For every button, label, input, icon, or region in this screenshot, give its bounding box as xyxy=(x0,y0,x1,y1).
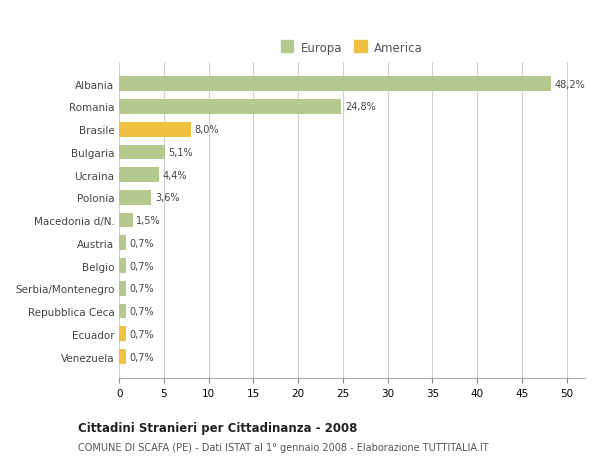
Text: 8,0%: 8,0% xyxy=(194,125,219,135)
Text: 0,7%: 0,7% xyxy=(129,306,154,316)
Text: Cittadini Stranieri per Cittadinanza - 2008: Cittadini Stranieri per Cittadinanza - 2… xyxy=(78,421,358,434)
Bar xyxy=(119,100,341,115)
Bar xyxy=(119,123,191,137)
Bar xyxy=(119,77,551,92)
Bar xyxy=(119,168,158,183)
Text: 5,1%: 5,1% xyxy=(169,148,193,157)
Bar xyxy=(119,349,125,364)
Bar xyxy=(119,304,125,319)
Text: 4,4%: 4,4% xyxy=(162,170,187,180)
Text: 0,7%: 0,7% xyxy=(129,352,154,362)
Text: 24,8%: 24,8% xyxy=(345,102,376,112)
Bar xyxy=(119,258,125,274)
Bar xyxy=(119,145,165,160)
Text: 48,2%: 48,2% xyxy=(554,79,585,90)
Bar xyxy=(119,281,125,296)
Text: 0,7%: 0,7% xyxy=(129,329,154,339)
Bar xyxy=(119,190,151,205)
Text: 3,6%: 3,6% xyxy=(155,193,179,203)
Legend: Europa, America: Europa, America xyxy=(276,37,428,60)
Text: 0,7%: 0,7% xyxy=(129,238,154,248)
Text: 0,7%: 0,7% xyxy=(129,284,154,294)
Text: COMUNE DI SCAFA (PE) - Dati ISTAT al 1° gennaio 2008 - Elaborazione TUTTITALIA.I: COMUNE DI SCAFA (PE) - Dati ISTAT al 1° … xyxy=(78,442,488,452)
Bar xyxy=(119,236,125,251)
Text: 1,5%: 1,5% xyxy=(136,216,161,226)
Bar xyxy=(119,213,133,228)
Bar xyxy=(119,327,125,341)
Text: 0,7%: 0,7% xyxy=(129,261,154,271)
